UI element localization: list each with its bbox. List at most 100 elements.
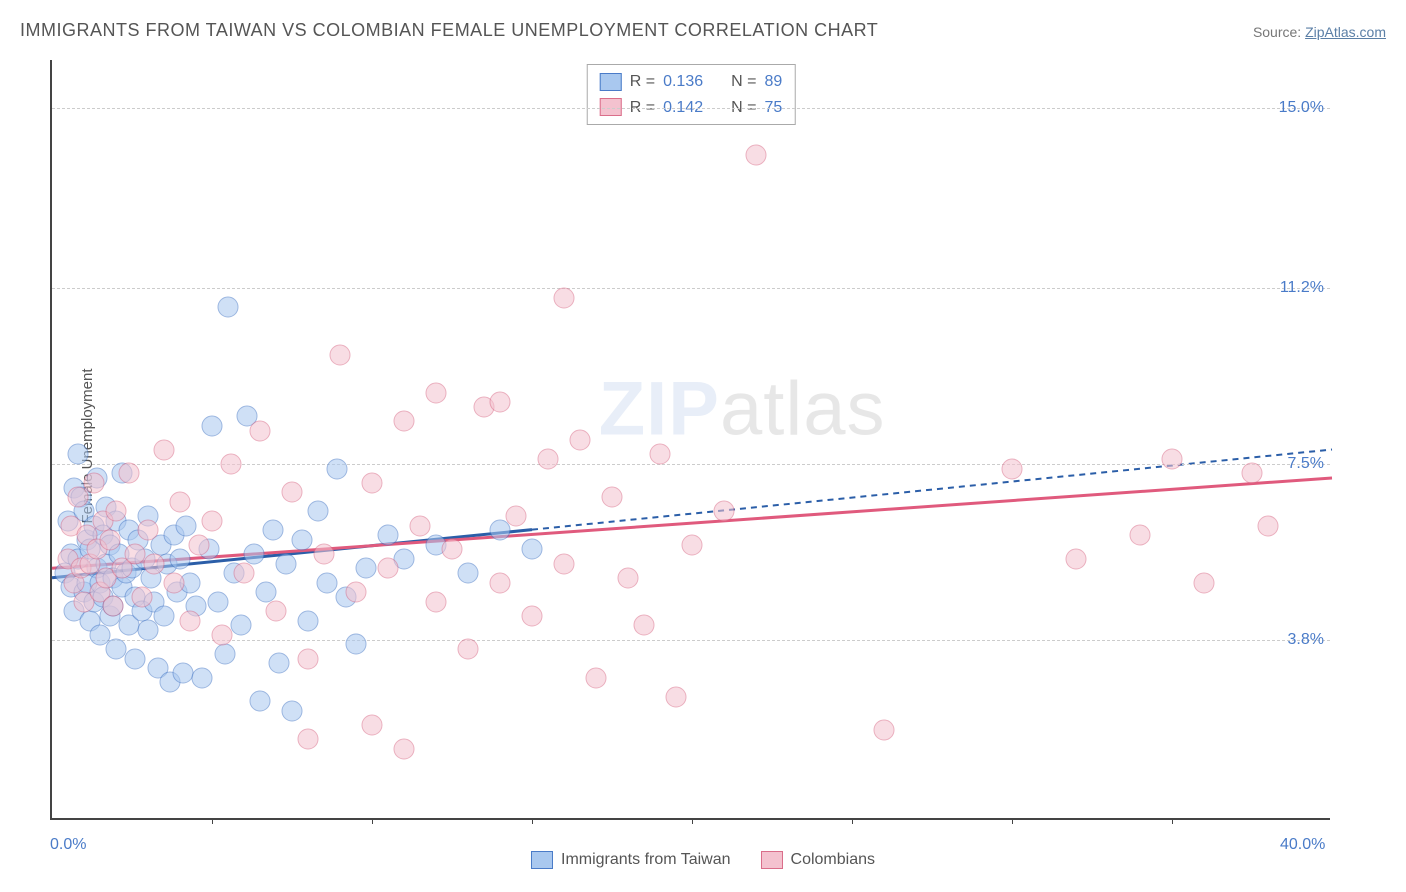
data-point bbox=[522, 605, 543, 626]
legend-stats-box: R =0.136N =89R =0.142N =75 bbox=[587, 64, 796, 125]
data-point bbox=[714, 501, 735, 522]
data-point bbox=[173, 662, 194, 683]
data-point bbox=[554, 287, 575, 308]
data-point bbox=[282, 700, 303, 721]
data-point bbox=[250, 691, 271, 712]
data-point bbox=[1130, 525, 1151, 546]
data-point bbox=[1002, 458, 1023, 479]
data-point bbox=[326, 458, 347, 479]
x-tick-mark bbox=[372, 818, 373, 824]
data-point bbox=[1258, 515, 1279, 536]
legend-series: Immigrants from Taiwan Colombians bbox=[531, 830, 875, 889]
trend-lines-layer bbox=[52, 60, 1330, 818]
data-point bbox=[250, 420, 271, 441]
data-point bbox=[602, 487, 623, 508]
watermark-brand-b: atlas bbox=[720, 366, 886, 451]
data-point bbox=[138, 520, 159, 541]
data-point bbox=[106, 501, 127, 522]
data-point bbox=[230, 615, 251, 636]
data-point bbox=[192, 667, 213, 688]
data-point bbox=[378, 558, 399, 579]
data-point bbox=[1066, 548, 1087, 569]
data-point bbox=[307, 501, 328, 522]
x-tick-mark bbox=[1012, 818, 1013, 824]
data-point bbox=[208, 591, 229, 612]
gridline bbox=[52, 640, 1330, 641]
legend-series-item: Colombians bbox=[761, 851, 875, 869]
data-point bbox=[506, 506, 527, 527]
x-tick-label: 40.0% bbox=[1280, 836, 1325, 854]
n-value: 89 bbox=[764, 69, 782, 95]
data-point bbox=[125, 544, 146, 565]
data-point bbox=[269, 653, 290, 674]
data-point bbox=[282, 482, 303, 503]
data-point bbox=[458, 563, 479, 584]
data-point bbox=[202, 415, 223, 436]
data-point bbox=[650, 444, 671, 465]
data-point bbox=[298, 648, 319, 669]
data-point bbox=[102, 596, 123, 617]
data-point bbox=[256, 582, 277, 603]
gridline bbox=[52, 288, 1330, 289]
data-point bbox=[262, 520, 283, 541]
data-point bbox=[586, 667, 607, 688]
watermark: ZIPatlas bbox=[599, 365, 886, 452]
y-tick-label: 15.0% bbox=[1279, 99, 1324, 117]
y-tick-label: 11.2% bbox=[1280, 279, 1324, 297]
data-point bbox=[410, 515, 431, 536]
data-point bbox=[618, 567, 639, 588]
plot-area: ZIPatlas R =0.136N =89R =0.142N =75 3.8%… bbox=[50, 60, 1330, 820]
gridline bbox=[52, 464, 1330, 465]
source-attribution: Source: ZipAtlas.com bbox=[1253, 24, 1386, 40]
x-tick-mark bbox=[1172, 818, 1173, 824]
watermark-brand-a: ZIP bbox=[599, 366, 720, 451]
x-tick-mark bbox=[852, 818, 853, 824]
data-point bbox=[874, 719, 895, 740]
data-point bbox=[179, 610, 200, 631]
legend-swatch bbox=[761, 851, 783, 869]
data-point bbox=[490, 572, 511, 593]
data-point bbox=[298, 729, 319, 750]
data-point bbox=[154, 605, 175, 626]
data-point bbox=[221, 453, 242, 474]
chart-title: IMMIGRANTS FROM TAIWAN VS COLOMBIAN FEMA… bbox=[20, 20, 878, 41]
data-point bbox=[170, 491, 191, 512]
data-point bbox=[170, 548, 191, 569]
y-tick-label: 3.8% bbox=[1288, 631, 1324, 649]
r-value: 0.136 bbox=[663, 69, 703, 95]
data-point bbox=[144, 553, 165, 574]
data-point bbox=[394, 738, 415, 759]
data-point bbox=[330, 344, 351, 365]
data-point bbox=[522, 539, 543, 560]
source-link[interactable]: ZipAtlas.com bbox=[1305, 24, 1386, 40]
data-point bbox=[1242, 463, 1263, 484]
data-point bbox=[554, 553, 575, 574]
y-tick-label: 7.5% bbox=[1288, 455, 1324, 473]
data-point bbox=[1162, 449, 1183, 470]
data-point bbox=[214, 643, 235, 664]
data-point bbox=[202, 510, 223, 531]
data-point bbox=[266, 601, 287, 622]
data-point bbox=[362, 472, 383, 493]
data-point bbox=[99, 529, 120, 550]
legend-series-label: Colombians bbox=[791, 851, 875, 869]
gridline bbox=[52, 108, 1330, 109]
data-point bbox=[682, 534, 703, 555]
data-point bbox=[570, 430, 591, 451]
data-point bbox=[426, 382, 447, 403]
data-point bbox=[67, 444, 88, 465]
data-point bbox=[394, 411, 415, 432]
data-point bbox=[442, 539, 463, 560]
data-point bbox=[176, 515, 197, 536]
data-point bbox=[275, 553, 296, 574]
legend-series-item: Immigrants from Taiwan bbox=[531, 851, 731, 869]
data-point bbox=[634, 615, 655, 636]
data-point bbox=[118, 463, 139, 484]
x-tick-mark bbox=[532, 818, 533, 824]
data-point bbox=[362, 715, 383, 736]
data-point bbox=[317, 572, 338, 593]
data-point bbox=[125, 648, 146, 669]
data-point bbox=[243, 544, 264, 565]
data-point bbox=[234, 563, 255, 584]
x-tick-label: 0.0% bbox=[50, 836, 86, 854]
